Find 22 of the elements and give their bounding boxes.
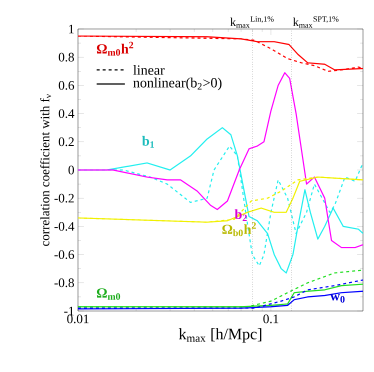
annotation: Ω$_{m0}$ [96, 288, 120, 300]
y-tick-label: 0.8 [58, 52, 74, 62]
annotation: linear [133, 64, 165, 75]
y-tick-label: 0.4 [58, 109, 74, 118]
annotation: b$_{1}$ [142, 136, 154, 148]
y-tick-label: 0.2 [58, 137, 74, 146]
y-tick-label: 0.6 [58, 81, 74, 90]
y-tick-label: -0.8 [54, 278, 74, 288]
y-tick-label: 0 [68, 166, 74, 174]
annotation: Ω$_{b0}$h$^{2}$ [222, 222, 256, 236]
y-tick-label: -0.2 [54, 194, 74, 203]
x-tick-label: 0.1 [263, 314, 278, 324]
y-tick-label: -0.4 [54, 222, 74, 231]
x-tick-label: 0.01 [67, 314, 89, 324]
annotation: w$_{0}$ [330, 294, 345, 303]
y-tick-label: -1 [64, 306, 74, 316]
annotation: nonlinear(b$_{2}$>0) [133, 78, 222, 90]
annotation: Ω$_{m0}$h$^{2}$ [96, 42, 134, 56]
y-tick-label: -0.6 [54, 250, 74, 259]
x-axis-title: k$_{max}$ [h/Mpc] [178, 328, 262, 343]
y-axis-title: correlation coefficient with f$_{ν}$ [40, 94, 52, 246]
y-tick-label: 1 [69, 24, 74, 34]
